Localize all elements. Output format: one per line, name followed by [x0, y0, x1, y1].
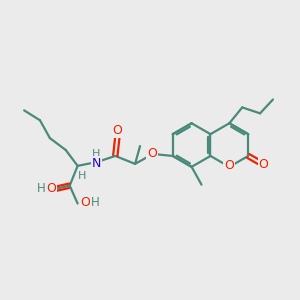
Text: N: N: [92, 158, 101, 170]
Text: H: H: [92, 149, 101, 159]
Text: O: O: [46, 182, 56, 195]
Text: O: O: [259, 158, 269, 171]
Text: H: H: [91, 196, 100, 209]
Text: H: H: [37, 182, 45, 195]
Text: O: O: [81, 196, 91, 209]
Text: O: O: [112, 124, 122, 137]
Text: H: H: [77, 171, 86, 181]
Text: O: O: [147, 148, 157, 160]
Text: O: O: [224, 159, 234, 172]
